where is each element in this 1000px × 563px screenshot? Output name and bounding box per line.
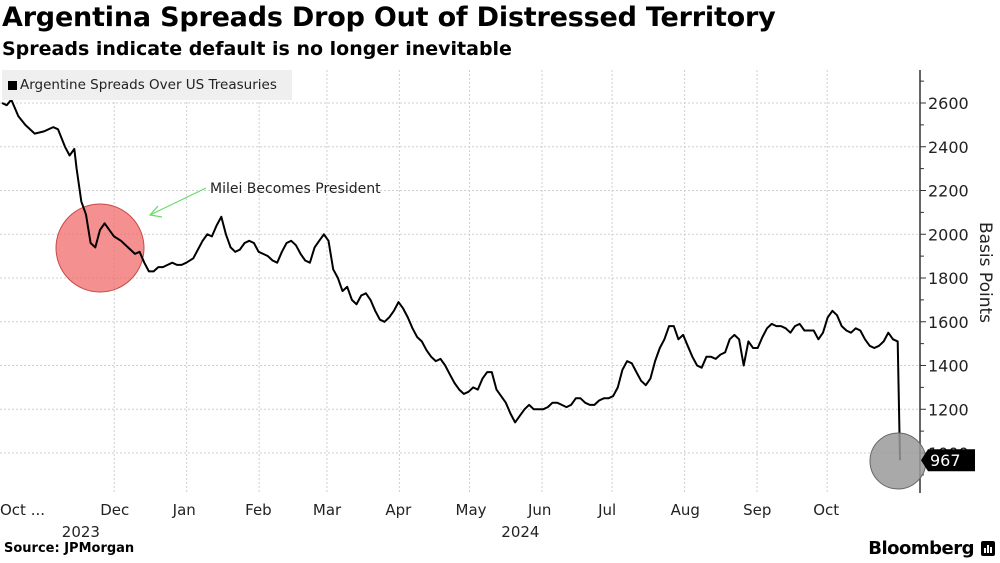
y-tick-label: 1200 — [928, 400, 969, 419]
x-tick-label: Jan — [172, 501, 196, 519]
y-tick-label: 2400 — [928, 138, 969, 157]
y-tick-label: 2600 — [928, 94, 969, 113]
x-tick-label: Dec — [100, 501, 129, 519]
x-tick-label: Sep — [743, 501, 771, 519]
x-year-label: 2024 — [501, 523, 539, 541]
x-tick-label: May — [456, 501, 487, 519]
annotation-text: Milei Becomes President — [210, 181, 381, 197]
grid — [0, 70, 920, 493]
annotation-arrowhead — [148, 205, 163, 218]
x-tick-label: Apr — [385, 501, 412, 519]
x-tick-label: Aug — [671, 501, 700, 519]
last-value-tag — [921, 449, 975, 472]
chart-subtitle: Spreads indicate default is no longer in… — [2, 38, 512, 60]
x-tick-label: Mar — [313, 501, 342, 519]
chart-title: Argentina Spreads Drop Out of Distressed… — [2, 2, 776, 33]
x-tick-label: Oct ... — [0, 501, 45, 519]
legend-label: Argentine Spreads Over US Treasuries — [20, 77, 277, 93]
last-value-label: 967 — [921, 449, 975, 472]
legend: Argentine Spreads Over US Treasuries — [2, 70, 292, 100]
x-tick-label: Oct — [813, 501, 839, 519]
y-tick-label: 2000 — [928, 225, 969, 244]
y-tick-label: 1600 — [928, 313, 969, 332]
x-tick-label: Jun — [527, 501, 551, 519]
y-tick-label: 2200 — [928, 182, 969, 201]
x-axis: Oct ... Dec Jan Feb Mar Apr May Jun Jul Aug Sep Oct… — [0, 501, 839, 541]
x-tick-label: Jul — [597, 501, 616, 519]
annotation-milei: Milei Becomes President — [148, 181, 381, 218]
x-tick-label: Feb — [245, 501, 272, 519]
legend-swatch — [8, 80, 17, 90]
highlight-circle-gray — [869, 432, 927, 490]
y-tick-label: 1400 — [928, 357, 969, 376]
source-note: Source: JPMorgan — [4, 541, 135, 556]
last-value-text: 967 — [930, 451, 961, 470]
bloomberg-logo: Bloomberg — [868, 538, 974, 559]
highlight-circle-red — [55, 203, 145, 293]
annotation-arrow — [149, 187, 207, 216]
series-line — [1, 98, 901, 461]
y-tick-label: 1800 — [928, 269, 969, 288]
y-axis-label: Basis Points — [975, 222, 995, 323]
x-year-label: 2023 — [62, 523, 100, 541]
y-axis: 100012001400160018002000220024002600 — [919, 70, 969, 493]
bloomberg-terminal-icon — [981, 541, 995, 556]
